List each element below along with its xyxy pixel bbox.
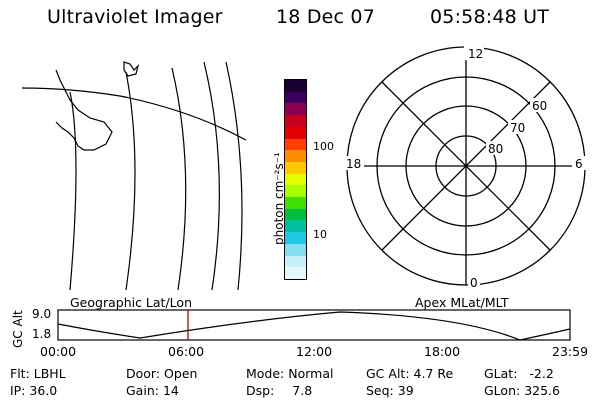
timeline-frame [57, 309, 571, 341]
mlt-label-0: 0 [470, 276, 478, 290]
color-bar-swatch [285, 115, 306, 127]
color-bar-swatch [285, 91, 306, 104]
status-gain: Gain: 14 [126, 383, 179, 398]
color-bar-swatch [285, 255, 306, 268]
colorbar-tick-100: 100 [313, 140, 334, 153]
color-bar-swatch [285, 173, 306, 186]
mlat-label-70: 70 [510, 121, 525, 135]
color-bar-swatch [285, 103, 306, 116]
latitude-line [21, 87, 247, 141]
mlt-label-12: 12 [468, 47, 483, 61]
status-glon: GLon: 325.6 [484, 383, 560, 398]
longitude-line [225, 61, 243, 291]
color-bar-swatch [285, 185, 306, 198]
colorbar-tick-10: 10 [313, 228, 327, 241]
color-bar [284, 79, 307, 280]
mlt-label-6: 6 [575, 157, 583, 171]
altitude-timeline: 9.0 1.8 GC Alt 00:00 06:00 12:00 18:00 2… [11, 307, 588, 359]
color-bar-swatch [285, 208, 306, 221]
x-tick-0600: 06:00 [168, 344, 204, 359]
color-bar-swatch [285, 80, 306, 92]
geographic-label: Geographic Lat/Lon [70, 295, 192, 310]
x-tick-0000: 00:00 [40, 344, 76, 359]
color-bar-swatch [285, 232, 306, 244]
coastline [55, 61, 140, 151]
mlt-label-18: 18 [346, 157, 361, 171]
y-tick-9: 9.0 [32, 307, 51, 321]
color-bar-swatch [285, 243, 306, 256]
color-bar-swatch [285, 138, 306, 151]
longitude-line [69, 91, 77, 291]
color-bar-swatch [285, 126, 306, 139]
status-seq: Seq: 39 [366, 383, 414, 398]
status-door: Door: Open [126, 366, 198, 381]
status-gc-alt: GC Alt: 4.7 Re [366, 366, 454, 381]
mlt-diagonal [381, 81, 551, 251]
colorbar-unit-label: photon cm⁻²s⁻¹ [272, 152, 286, 245]
color-bar-swatch [285, 150, 306, 162]
color-bar-swatch [285, 197, 306, 209]
status-flt: Flt: LBHL [10, 366, 66, 381]
mlat-label-80: 80 [488, 142, 503, 156]
altitude-curve [57, 311, 571, 341]
y-tick-1.8: 1.8 [32, 327, 51, 341]
longitude-line [203, 61, 220, 291]
time-label: 05:58:48 UT [430, 6, 550, 28]
status-glat: GLat: -2.2 [484, 366, 554, 381]
x-tick-2359: 23:59 [552, 344, 588, 359]
x-tick-1800: 18:00 [424, 344, 460, 359]
x-tick-1200: 12:00 [296, 344, 332, 359]
status-dsp: Dsp: 7.8 [246, 383, 313, 398]
status-mode: Mode: Normal [246, 366, 334, 381]
status-ip: IP: 36.0 [10, 383, 58, 398]
apex-label: Apex MLat/MLT [415, 295, 509, 310]
color-bar-swatch [285, 161, 306, 174]
y-axis-label: GC Alt [11, 310, 25, 348]
longitude-line [171, 67, 187, 291]
date-label: 18 Dec 07 [276, 6, 375, 28]
instrument-title: Ultraviolet Imager [47, 6, 223, 28]
longitude-line [125, 71, 136, 291]
color-bar-swatch [285, 267, 306, 279]
polar-plot: 12 18 6 0 60 70 80 [344, 46, 586, 290]
color-bar-swatch [285, 220, 306, 233]
mlat-label-60: 60 [532, 99, 547, 113]
